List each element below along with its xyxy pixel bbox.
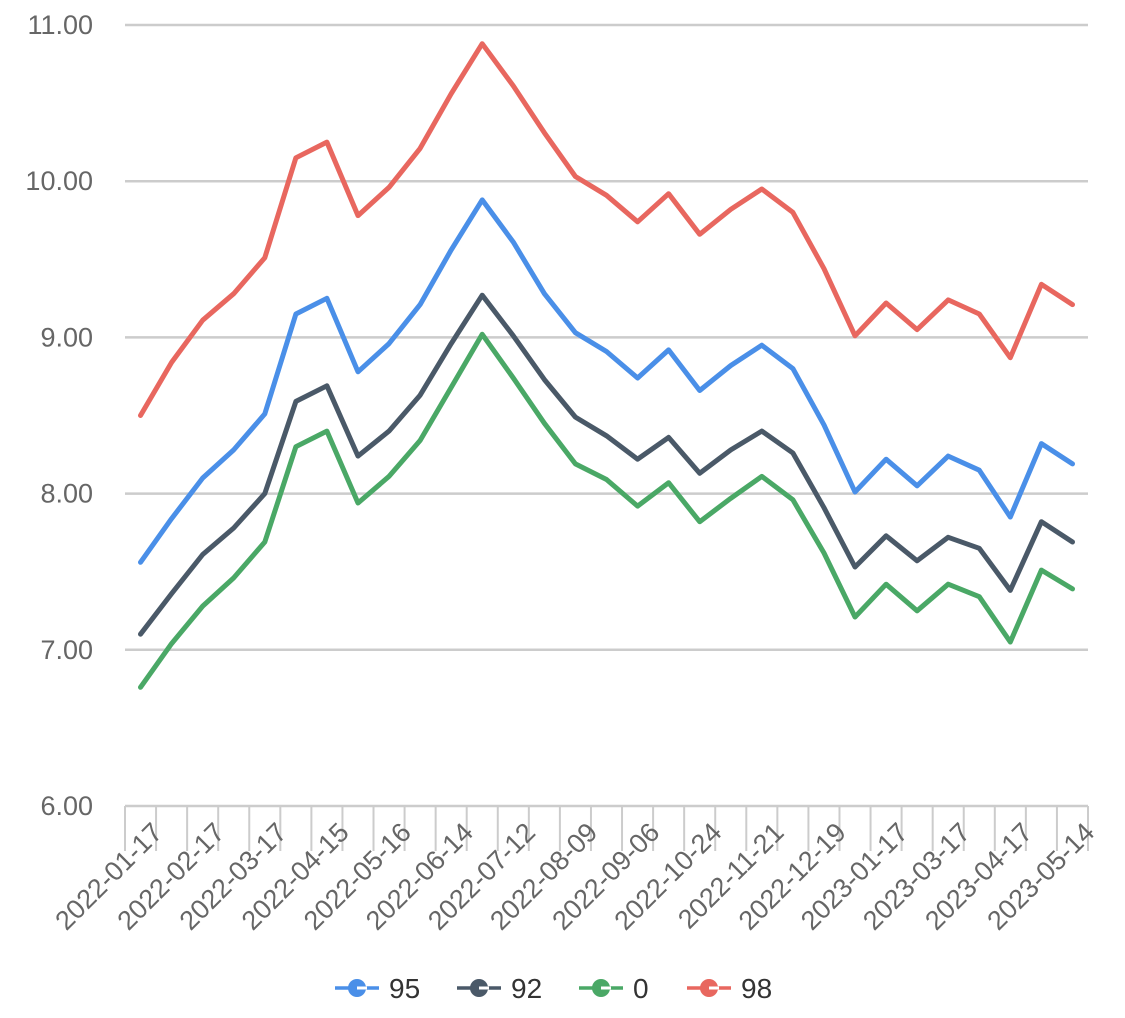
y-tick-label: 10.00 [25,166,93,196]
y-tick-label: 9.00 [40,322,93,352]
grid-lines [125,23,1088,652]
y-tick-label: 11.00 [27,10,93,40]
legend-item-92[interactable]: 92 [457,973,542,1004]
legend-item-0[interactable]: 0 [579,973,649,1004]
series-line-0 [138,331,1075,690]
y-axis-tick-labels: 6.00 7.00 8.00 9.00 10.00 11.00 [25,10,93,821]
legend-label: 0 [633,973,649,1004]
series-line-92 [138,292,1075,637]
series-line-95 [138,197,1075,565]
legend-item-98[interactable]: 98 [687,973,772,1004]
x-axis: 2022-01-172022-02-172022-03-172022-04-15… [49,804,1100,936]
y-tick-label: 8.00 [40,479,93,509]
y-tick-label: 7.00 [40,635,93,665]
legend-label: 95 [389,973,420,1004]
legend-label: 92 [511,973,542,1004]
legend: 95 92 0 98 [335,973,772,1004]
legend-label: 98 [741,973,772,1004]
series-line-98 [138,41,1075,418]
y-tick-label: 6.00 [40,791,93,821]
series-lines [138,41,1075,690]
legend-item-95[interactable]: 95 [335,973,420,1004]
